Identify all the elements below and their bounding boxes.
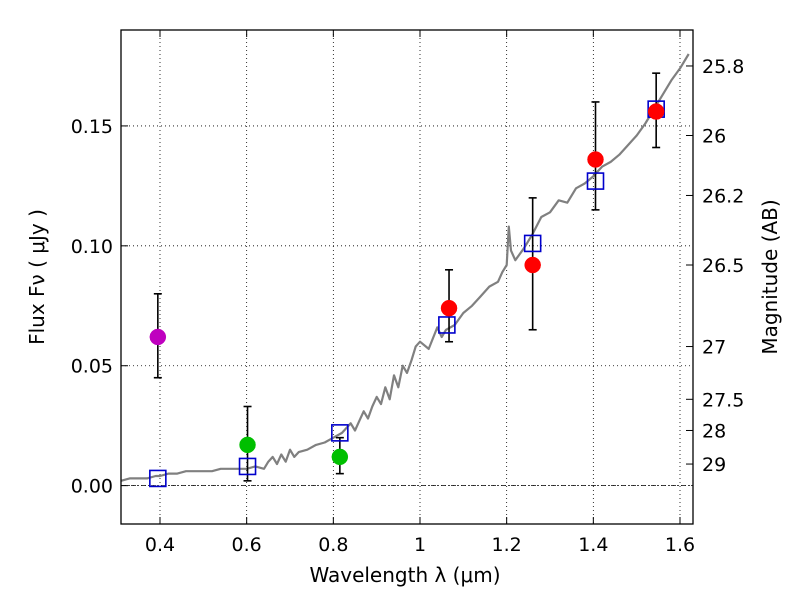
spectrum-line — [120, 53, 690, 482]
y-tick-label: 0.10 — [71, 236, 113, 258]
model-square-marker — [331, 424, 349, 442]
axis-ticks — [121, 30, 693, 524]
x-tick-label: 1.6 — [665, 534, 695, 556]
x-tick-label: 1.2 — [492, 534, 522, 556]
data-markers — [149, 100, 665, 488]
x-tick-label: 0.4 — [145, 534, 175, 556]
observed-circle-marker — [331, 448, 349, 466]
plot-frame — [120, 29, 694, 525]
right-tick-label: 29 — [702, 454, 726, 476]
observed-circle-marker — [440, 299, 458, 317]
right-tick-label: 27 — [702, 337, 726, 359]
model-square-marker — [523, 234, 542, 253]
tick-labels: 0.4 0.6 0.8 1 1.2 1.4 1.6 0.00 0.05 0.10 0.15 25.8 2… — [71, 56, 745, 556]
observed-circle-marker — [587, 151, 604, 168]
model-square-marker — [149, 469, 167, 488]
error-bars — [153, 72, 661, 482]
right-tick-label: 27.5 — [702, 389, 744, 411]
x-tick-label: 1 — [414, 534, 426, 556]
y-tick-label: 0.05 — [71, 356, 113, 378]
right-tick-label: 28 — [702, 420, 726, 442]
right-tick-label: 26.5 — [702, 255, 744, 277]
observed-circle-marker — [239, 436, 256, 454]
right-axis-label: Magnitude (AB) — [758, 199, 782, 354]
model-square-marker — [238, 457, 257, 476]
right-tick-label: 26 — [702, 126, 726, 148]
x-tick-label: 0.8 — [318, 534, 348, 556]
observed-circle-marker — [647, 103, 665, 120]
observed-circle-marker — [149, 328, 167, 346]
y-axis-label: Flux Fν ( μJy ) — [25, 209, 49, 345]
x-tick-label: 0.6 — [232, 534, 262, 556]
x-tick-label: 1.4 — [578, 534, 608, 556]
right-tick-label: 25.8 — [702, 56, 744, 78]
right-tick-label: 26.2 — [702, 185, 744, 207]
model-square-marker — [586, 172, 605, 190]
template-spectrum — [120, 53, 690, 482]
y-tick-label: 0.00 — [71, 476, 113, 498]
y-tick-label: 0.15 — [71, 116, 113, 138]
x-axis-label: Wavelength λ (μm) — [309, 563, 500, 587]
observed-circle-marker — [524, 256, 541, 274]
grid-lines — [121, 30, 693, 524]
model-square-marker — [438, 316, 456, 334]
